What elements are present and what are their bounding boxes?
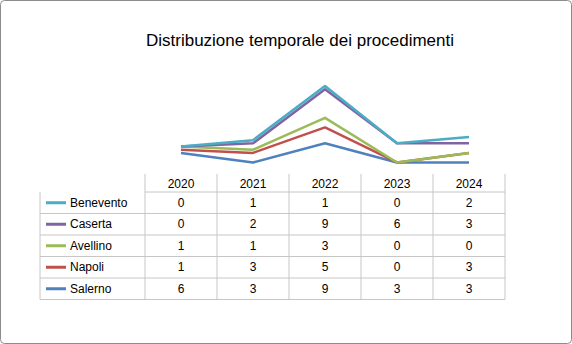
chart-title: Distribuzione temporale dei procedimenti bbox=[146, 31, 454, 50]
table-column-line bbox=[145, 174, 146, 300]
category-label: 2024 bbox=[456, 177, 483, 191]
legend-swatch bbox=[46, 201, 66, 204]
table-value: 0 bbox=[394, 239, 401, 253]
table-value: 6 bbox=[394, 217, 401, 231]
table-value: 1 bbox=[322, 196, 329, 210]
legend-label: Napoli bbox=[70, 260, 104, 274]
legend-swatch bbox=[46, 287, 66, 290]
table-value: 1 bbox=[250, 239, 257, 253]
table-value: 1 bbox=[250, 196, 257, 210]
plot-area bbox=[181, 86, 469, 162]
table-value: 5 bbox=[322, 260, 329, 274]
series-line bbox=[181, 89, 469, 146]
table-value: 0 bbox=[466, 239, 473, 253]
table-row-line bbox=[40, 256, 505, 257]
table-row-line bbox=[40, 213, 505, 214]
table-column-line bbox=[433, 174, 434, 300]
table-value: 1 bbox=[178, 260, 185, 274]
table-value: 0 bbox=[394, 196, 401, 210]
table-value: 3 bbox=[466, 217, 473, 231]
category-label: 2022 bbox=[312, 177, 339, 191]
table-row-line bbox=[40, 235, 505, 236]
table-value: 3 bbox=[250, 260, 257, 274]
table-column-line bbox=[505, 174, 506, 300]
chart-border bbox=[1, 1, 572, 344]
chart: Distribuzione temporale dei procedimenti… bbox=[0, 0, 572, 344]
table-value: 2 bbox=[250, 217, 257, 231]
category-label: 2020 bbox=[168, 177, 195, 191]
legend-label: Salerno bbox=[70, 282, 112, 296]
legend-label: Caserta bbox=[70, 217, 112, 231]
table-value: 3 bbox=[466, 282, 473, 296]
table-column-line bbox=[40, 192, 41, 300]
category-label: 2023 bbox=[384, 177, 411, 191]
table-value: 0 bbox=[178, 196, 185, 210]
table-value: 3 bbox=[322, 239, 329, 253]
table-column-line bbox=[289, 174, 290, 300]
table-value: 0 bbox=[178, 217, 185, 231]
table-value: 2 bbox=[466, 196, 473, 210]
legend-swatch bbox=[46, 266, 66, 269]
table-value: 9 bbox=[322, 217, 329, 231]
table-column-line bbox=[217, 174, 218, 300]
table-value: 3 bbox=[466, 260, 473, 274]
legend-swatch bbox=[46, 223, 66, 226]
category-label: 2021 bbox=[240, 177, 267, 191]
legend-label: Avellino bbox=[70, 239, 112, 253]
table-value: 0 bbox=[394, 260, 401, 274]
table-value: 1 bbox=[178, 239, 185, 253]
series-line bbox=[181, 86, 469, 147]
table-value: 9 bbox=[322, 282, 329, 296]
table-row-line bbox=[145, 192, 505, 193]
table-value: 3 bbox=[250, 282, 257, 296]
table-value: 6 bbox=[178, 282, 185, 296]
legend-label: Benevento bbox=[70, 196, 128, 210]
legend-swatch bbox=[46, 244, 66, 247]
table-value: 3 bbox=[394, 282, 401, 296]
table-row-line bbox=[40, 278, 505, 279]
data-table: 2020 2021 2022 2023 2024 Benevento 0 1 1 0 2 Casert… bbox=[40, 174, 505, 300]
table-row-line bbox=[40, 299, 505, 300]
table-column-line bbox=[361, 174, 362, 300]
